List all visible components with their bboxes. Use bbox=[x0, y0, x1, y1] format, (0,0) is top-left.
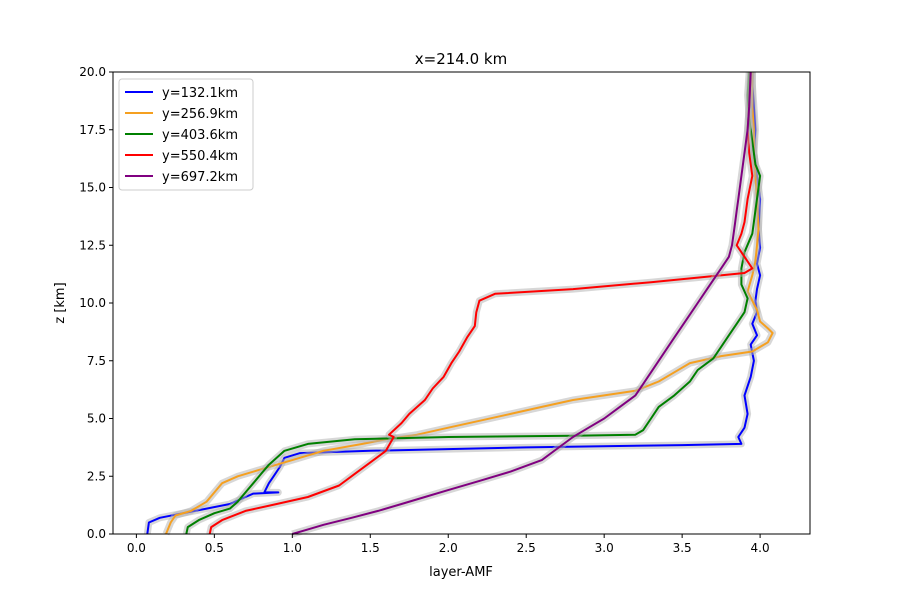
y-tick-label-2: 5.0 bbox=[87, 412, 106, 426]
y-tick-label-1: 2.5 bbox=[87, 469, 106, 483]
y-tick-label-8: 20.0 bbox=[79, 65, 106, 79]
legend-label-1: y=256.9km bbox=[162, 107, 238, 122]
x-tick-label-3: 1.5 bbox=[361, 541, 380, 555]
series-line-4 bbox=[292, 71, 752, 535]
series-layer bbox=[143, 71, 777, 538]
x-tick-label-0: 0.0 bbox=[127, 541, 146, 555]
y-tick-label-6: 15.0 bbox=[79, 181, 106, 195]
x-tick-label-1: 0.5 bbox=[205, 541, 224, 555]
y-tick-label-0: 0.0 bbox=[87, 527, 106, 541]
series-line-2 bbox=[185, 71, 762, 535]
x-tick-label-7: 3.5 bbox=[673, 541, 692, 555]
legend-label-3: y=550.4km bbox=[162, 149, 238, 164]
legend: y=132.1km y=256.9km y=403.6km y=550.4km y=69… bbox=[118, 78, 254, 191]
x-tick-label-5: 2.5 bbox=[517, 541, 536, 555]
y-tick-label-3: 7.5 bbox=[87, 354, 106, 368]
legend-box bbox=[118, 78, 254, 191]
x-tick-label-2: 1.0 bbox=[283, 541, 302, 555]
legend-label-2: y=403.6km bbox=[162, 128, 238, 143]
y-tick-label-7: 17.5 bbox=[79, 123, 106, 137]
chart-title: x=214.0 km bbox=[415, 50, 507, 68]
plot-frame bbox=[112, 71, 811, 535]
x-tick-label-4: 2.0 bbox=[439, 541, 458, 555]
y-tick-label-4: 10.0 bbox=[79, 296, 106, 310]
ticks-layer: 0.0 0.5 1.0 1.5 2.0 2.5 3.0 3.5 4.0 0.0 2.5 5.0 7.5 1… bbox=[79, 65, 769, 555]
x-tick-label-8: 4.0 bbox=[751, 541, 770, 555]
x-tick-label-6: 3.0 bbox=[595, 541, 614, 555]
legend-label-0: y=132.1km bbox=[162, 86, 238, 101]
x-axis-label: layer-AMF bbox=[429, 565, 493, 580]
series-line-3 bbox=[208, 71, 754, 535]
y-tick-label-5: 12.5 bbox=[79, 238, 106, 252]
legend-label-4: y=697.2km bbox=[162, 170, 238, 185]
series-line-1 bbox=[165, 72, 774, 535]
y-axis-label: z [km] bbox=[53, 282, 68, 323]
